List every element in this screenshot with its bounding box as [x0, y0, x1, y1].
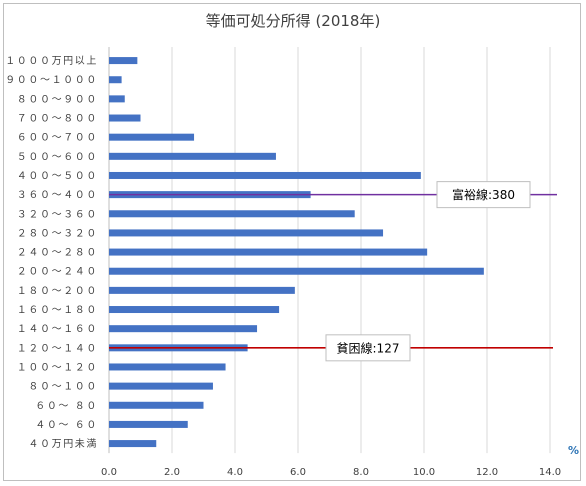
category-label: １６０～１８０ [17, 305, 98, 316]
chart-frame [3, 3, 581, 481]
x-tick-label: 12.0 [476, 467, 498, 478]
bar [109, 306, 280, 314]
annotation-box [325, 334, 411, 362]
annotation-label: 貧困線:127 [337, 340, 400, 355]
category-label: ２４０～２８０ [17, 248, 98, 259]
x-tick-label: 2.0 [164, 467, 180, 478]
bar [109, 267, 484, 275]
bar [109, 114, 141, 122]
bar [109, 95, 125, 103]
category-label: ８００～９００ [17, 94, 98, 105]
bar [109, 152, 276, 160]
category-label: １４０～１６０ [17, 324, 98, 335]
chart-title: 等価可処分所得 (2018年) [205, 12, 381, 30]
bar [109, 133, 195, 141]
category-label: ３６０～４００ [17, 190, 98, 201]
bar [109, 325, 258, 333]
category-label: ６００～７００ [17, 133, 98, 144]
category-label: ２８０～３２０ [17, 228, 98, 239]
category-label: ４００～５００ [17, 171, 98, 182]
x-tick-label: 0.0 [101, 467, 117, 478]
bar [109, 382, 213, 390]
x-tick-label: 10.0 [413, 467, 435, 478]
category-label: ９００～１０００ [5, 75, 98, 86]
bar [109, 363, 226, 371]
bar [109, 248, 428, 256]
category-label: ７００～８００ [17, 114, 98, 125]
unit-label: % [568, 444, 580, 457]
category-label: １８０～２００ [17, 286, 98, 297]
category-label: １２０～１４０ [17, 343, 98, 354]
bar [109, 210, 355, 218]
category-label: ５００～６００ [17, 152, 98, 163]
bar [109, 76, 122, 84]
category-label: ６０～ ８０ [35, 401, 98, 412]
annotation-label: 富裕線:380 [452, 187, 515, 202]
category-label: ４０～ ６０ [35, 420, 98, 431]
annotation-box [436, 181, 531, 209]
bar [109, 440, 157, 448]
x-tick-label: 14.0 [539, 467, 561, 478]
bar [109, 401, 204, 409]
bar [109, 57, 138, 65]
category-label: ２００～２４０ [17, 267, 98, 278]
bar [109, 420, 188, 428]
x-tick-label: 6.0 [290, 467, 306, 478]
bar [109, 286, 295, 294]
category-label: ３２０～３６０ [17, 209, 98, 220]
category-label: １０００万円以上 [5, 55, 98, 67]
x-tick-label: 8.0 [353, 467, 369, 478]
category-label: １００～１２０ [17, 362, 98, 373]
x-tick-label: 4.0 [227, 467, 243, 478]
category-label: ８０～１００ [28, 382, 98, 393]
bar [109, 171, 421, 179]
category-label: ４０万円未満 [28, 438, 98, 450]
bar [109, 229, 384, 237]
